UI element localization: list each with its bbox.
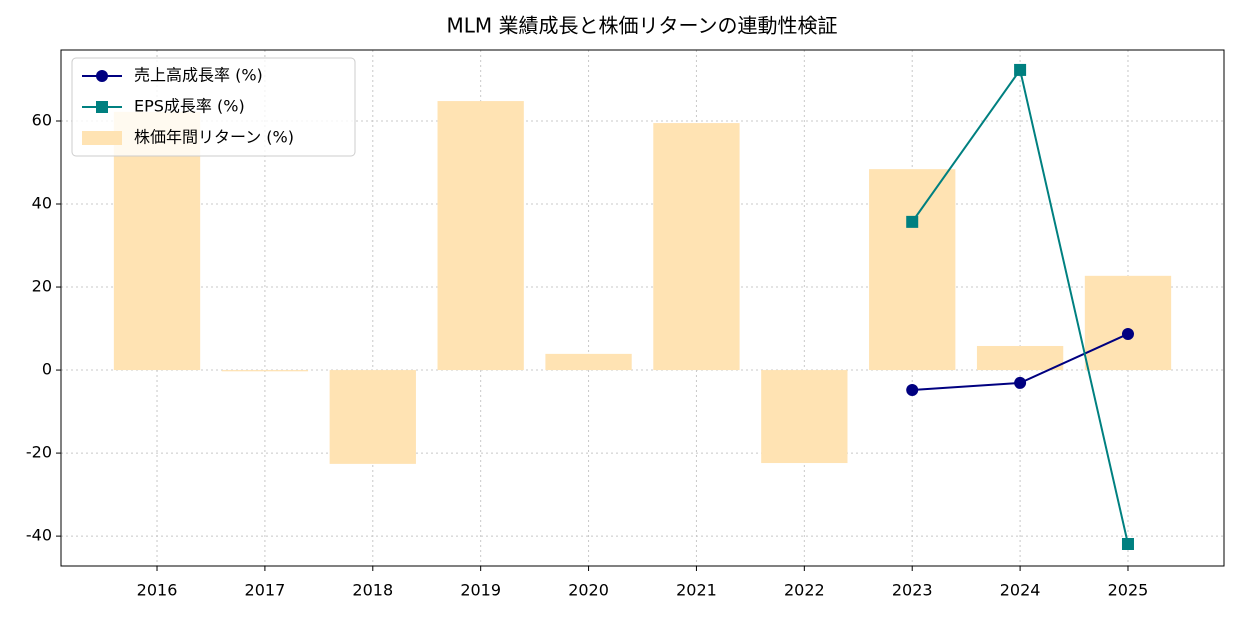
y-tick-label: 0 xyxy=(42,360,52,379)
x-tick-label: 2017 xyxy=(245,581,286,600)
legend: 売上高成長率 (%) EPS成長率 (%) 株価年間リターン (%) xyxy=(71,57,356,157)
legend-label: 株価年間リターン (%) xyxy=(134,128,294,147)
bar xyxy=(653,123,740,371)
point xyxy=(1014,376,1027,389)
x-tick-label: 2016 xyxy=(137,581,178,600)
x-tick-label: 2018 xyxy=(352,581,393,600)
legend-marker xyxy=(96,101,108,113)
bar xyxy=(545,353,632,371)
point xyxy=(1014,63,1027,76)
y-tick-label: 20 xyxy=(32,277,52,296)
y-tick-label: -40 xyxy=(26,526,52,545)
bar xyxy=(976,345,1064,371)
bar xyxy=(329,370,416,464)
legend-label: EPS成長率 (%) xyxy=(134,97,245,116)
plot-frame xyxy=(60,49,1225,567)
bar xyxy=(221,370,309,372)
bar xyxy=(437,101,524,371)
x-tick-label: 2022 xyxy=(784,581,825,600)
x-tick-label: 2021 xyxy=(676,581,717,600)
y-tick-label: 40 xyxy=(32,194,52,213)
point xyxy=(906,383,919,396)
bar xyxy=(761,370,848,464)
legend-box xyxy=(71,57,356,157)
x-tick-label: 2023 xyxy=(892,581,933,600)
chart-title: MLM 業績成長と株価リターンの連動性検証 xyxy=(446,14,837,38)
point xyxy=(906,215,919,228)
point xyxy=(1121,537,1134,550)
legend-label: 売上高成長率 (%) xyxy=(134,66,263,85)
x-tick-label: 2019 xyxy=(460,581,501,600)
bar xyxy=(869,169,956,371)
point xyxy=(1121,327,1134,340)
y-tick-label: 60 xyxy=(32,110,52,129)
bar xyxy=(1084,275,1172,371)
legend-swatch xyxy=(82,131,122,145)
y-tick-label: -20 xyxy=(26,443,52,462)
legend-marker xyxy=(96,70,108,82)
x-tick-label: 2025 xyxy=(1108,581,1149,600)
x-tick-label: 2020 xyxy=(568,581,609,600)
x-tick-label: 2024 xyxy=(1000,581,1041,600)
